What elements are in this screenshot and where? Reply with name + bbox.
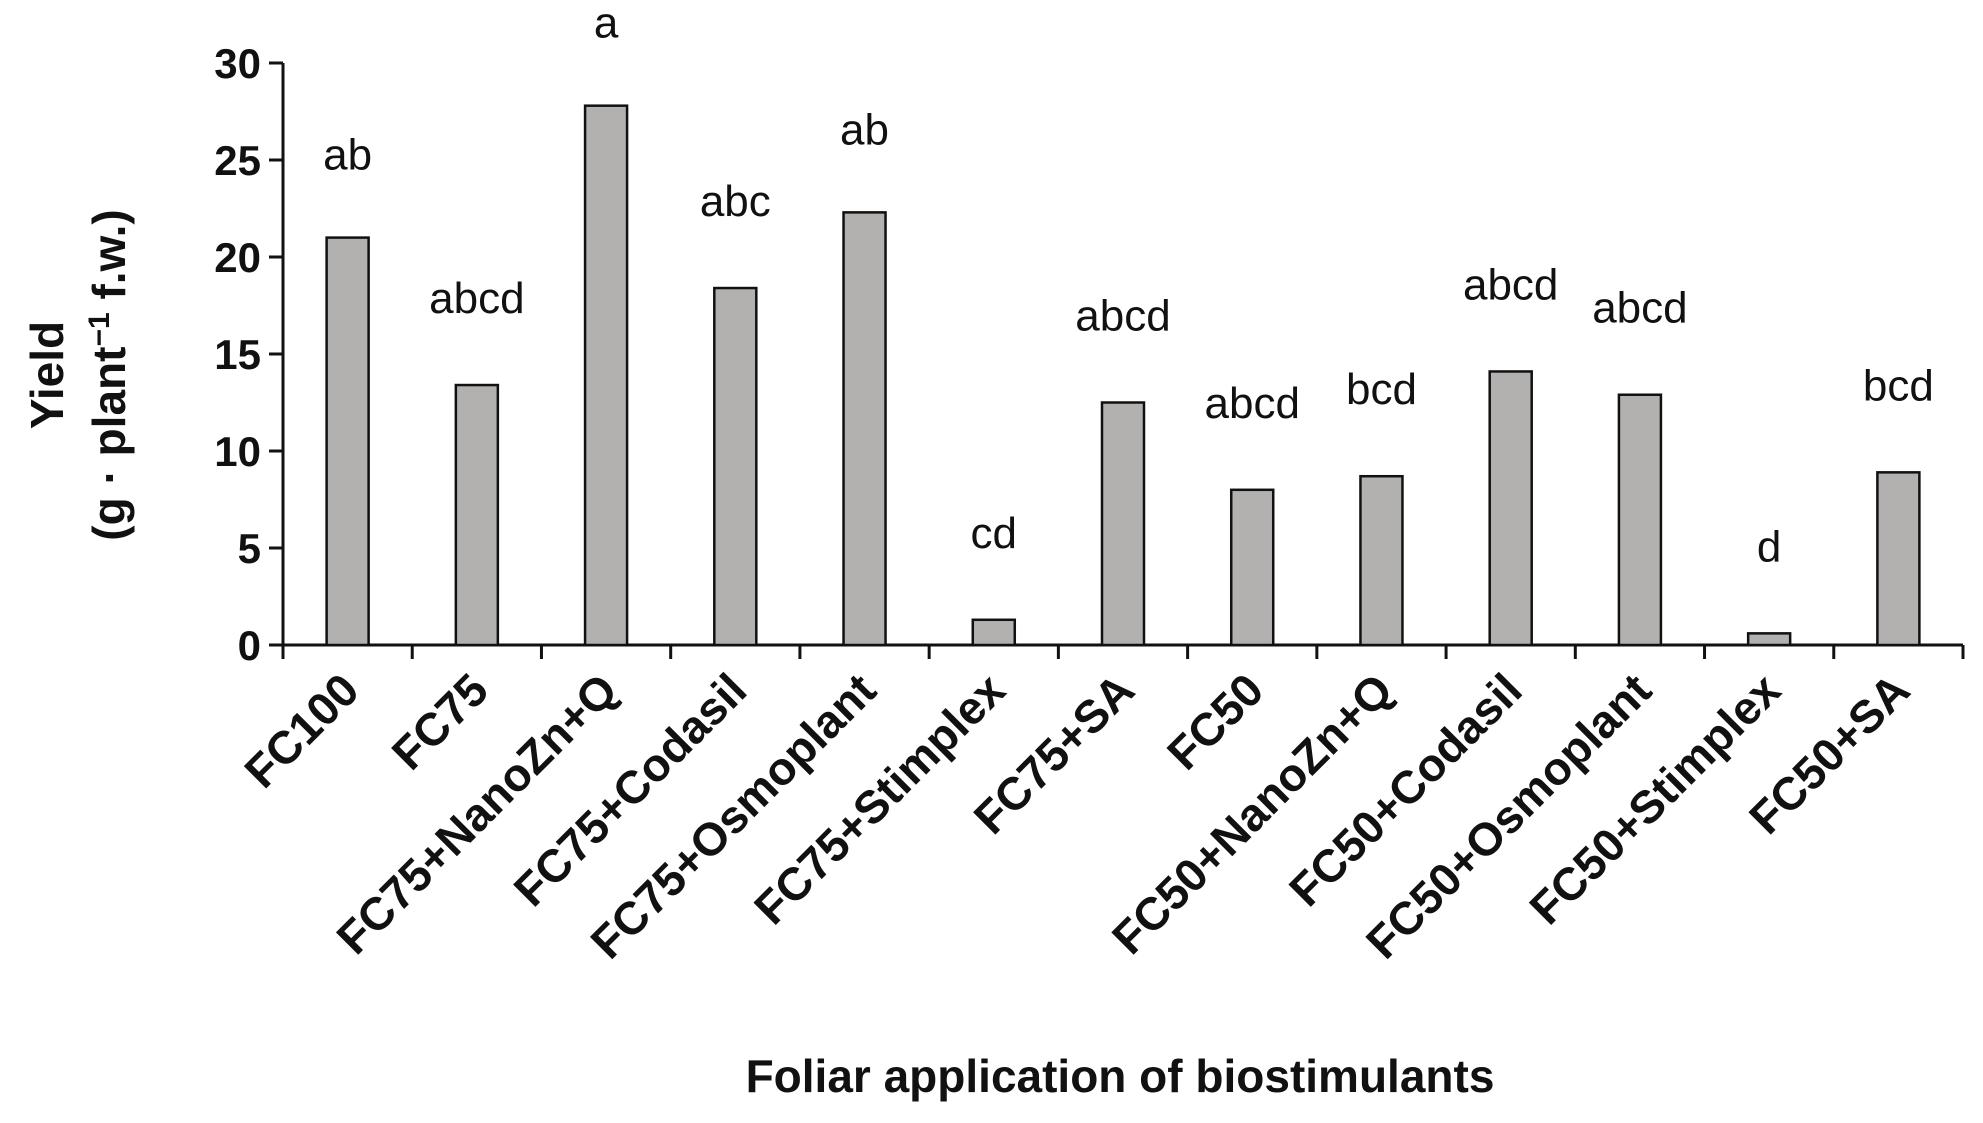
y-tick-label: 20: [214, 234, 261, 281]
bar: [1617, 393, 1663, 647]
significance-letter: abcd: [1205, 379, 1300, 428]
y-axis-unit-pre: (g · plant: [83, 347, 135, 541]
significance-letter: ab: [323, 131, 372, 180]
y-axis-title-line2: (g · plant−1 f.w.): [83, 209, 135, 540]
category-label: FC50+Codasil: [1279, 663, 1532, 916]
y-axis-unit-sup: −1: [83, 312, 116, 346]
bar: [325, 236, 370, 647]
y-axis: 0 5 10 15 20 25 30: [214, 40, 285, 669]
significance-letter: bcd: [1346, 365, 1417, 414]
y-axis-unit-post: f.w.): [83, 209, 135, 312]
bar: [583, 104, 629, 647]
significance-letter: bcd: [1863, 361, 1934, 410]
y-tick-label: 0: [238, 622, 261, 669]
bar: [971, 618, 1017, 647]
y-tick-label: 5: [238, 525, 261, 572]
y-tick-label: 10: [214, 428, 261, 475]
y-tick-label: 15: [214, 331, 261, 378]
x-axis: [281, 643, 1965, 659]
significance-letter: cd: [971, 509, 1017, 558]
bar: [454, 383, 500, 647]
y-axis-title: Yield (g · plant−1 f.w.): [21, 209, 135, 540]
y-tick-label: 30: [214, 40, 261, 87]
significance-letter: abcd: [429, 274, 524, 323]
category-label: FC75+Codasil: [504, 663, 757, 916]
bar: [1100, 401, 1146, 647]
bar: [713, 286, 758, 647]
significance-letter: abcd: [1463, 260, 1558, 309]
bar: [842, 211, 887, 647]
category-label: FC100: [234, 663, 368, 797]
x-axis-title: Foliar application of biostimulants: [746, 1050, 1495, 1102]
significance-letter: abc: [700, 177, 771, 226]
bar-series: [325, 104, 1921, 647]
bar: [1876, 471, 1921, 647]
significance-letter: abcd: [1075, 292, 1170, 341]
bar: [1746, 632, 1792, 647]
bar: [1488, 370, 1533, 647]
significance-letter: d: [1757, 522, 1781, 571]
category-labels: FC100 FC75FC75+NanoZn+QFC75+CodasilFC75+O…: [234, 663, 1919, 968]
y-tick-label: 25: [214, 137, 261, 184]
category-label: FC50: [1157, 663, 1273, 779]
significance-letter: a: [594, 0, 619, 48]
y-axis-title-line1: Yield: [21, 321, 73, 429]
category-label: FC75: [382, 663, 498, 779]
bar: [1359, 474, 1404, 647]
bar: [1229, 488, 1275, 647]
significance-letter: abcd: [1592, 284, 1687, 333]
significance-letter: ab: [840, 105, 889, 154]
